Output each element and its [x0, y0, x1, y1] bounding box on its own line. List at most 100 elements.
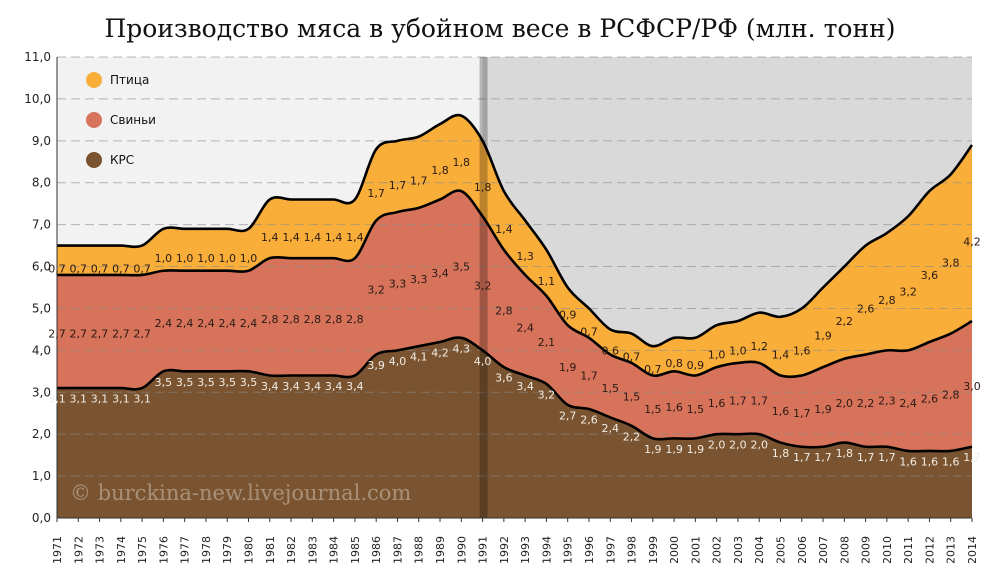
- x-tick-label: 1978: [200, 536, 213, 563]
- data-label: 0,6: [602, 344, 620, 357]
- data-label: 3,4: [325, 380, 343, 393]
- x-tick-label: 1977: [179, 536, 192, 563]
- data-label: 1,0: [218, 252, 236, 265]
- data-label: 3,5: [240, 376, 258, 389]
- data-label: 3,5: [155, 376, 173, 389]
- data-label: 1,2: [750, 340, 768, 353]
- data-label: 1,7: [857, 451, 875, 464]
- data-label: 2,3: [878, 395, 896, 408]
- shade-divider: [479, 57, 488, 518]
- data-label: 2,2: [623, 430, 641, 443]
- data-label: 2,4: [516, 321, 534, 334]
- y-tick-label: 7,0: [32, 218, 51, 232]
- data-label: 1,4: [346, 231, 364, 244]
- x-tick-label: 1995: [562, 536, 575, 563]
- x-tick-label: 1975: [136, 536, 149, 563]
- data-label: 3,4: [346, 380, 364, 393]
- data-label: 1,0: [176, 252, 194, 265]
- data-label: 1,1: [538, 275, 556, 288]
- data-label: 2,6: [857, 302, 875, 315]
- x-tick-label: 1979: [221, 536, 234, 563]
- legend-marker: [86, 112, 102, 128]
- data-label: 0,7: [112, 263, 130, 276]
- data-label: 2,7: [133, 328, 151, 341]
- data-label: 4,2: [963, 235, 981, 248]
- data-label: 1,5: [644, 403, 662, 416]
- data-label: 3,3: [410, 273, 428, 286]
- x-tick-label: 1999: [647, 536, 660, 563]
- data-label: 3,5: [176, 376, 194, 389]
- legend-label: Свиньи: [110, 113, 156, 127]
- data-label: 1,7: [878, 451, 896, 464]
- data-label: 3,9: [367, 359, 385, 372]
- data-label: 2,4: [197, 317, 215, 330]
- data-label: 1,7: [750, 395, 768, 408]
- data-label: 0,9: [687, 359, 705, 372]
- y-tick-label: 9,0: [32, 134, 51, 148]
- legend-marker: [86, 152, 102, 168]
- data-label: 1,6: [665, 401, 683, 414]
- data-label: 1,7: [814, 451, 832, 464]
- data-label: 1,9: [687, 443, 705, 456]
- x-tick-label: 1983: [306, 536, 319, 563]
- data-label: 0,7: [644, 363, 662, 376]
- data-label: 2,0: [708, 439, 726, 452]
- x-tick-label: 1982: [285, 536, 298, 563]
- data-label: 1,0: [708, 349, 726, 362]
- data-label: 3,1: [91, 393, 109, 406]
- data-label: 1,7: [580, 370, 598, 383]
- legend-marker: [86, 72, 102, 88]
- legend-label: КРС: [110, 153, 134, 167]
- data-label: 2,6: [921, 393, 939, 406]
- data-label: 3,1: [70, 393, 88, 406]
- data-label: 3,4: [304, 380, 322, 393]
- y-tick-label: 10,0: [24, 92, 51, 106]
- data-label: 0,7: [70, 263, 88, 276]
- x-tick-label: 1981: [264, 536, 277, 563]
- data-label: 2,0: [750, 439, 768, 452]
- data-label: 2,4: [899, 397, 917, 410]
- y-tick-label: 0,0: [32, 511, 51, 525]
- data-label: 3,4: [261, 380, 279, 393]
- data-label: 1,8: [772, 447, 790, 460]
- data-label: 2,7: [48, 328, 66, 341]
- data-label: 1,4: [304, 231, 322, 244]
- x-tick-label: 1992: [498, 536, 511, 563]
- data-label: 1,9: [814, 330, 832, 343]
- data-label: 1,5: [602, 382, 620, 395]
- data-label: 2,1: [538, 336, 556, 349]
- x-tick-label: 1973: [94, 536, 107, 563]
- x-tick-label: 1990: [455, 536, 468, 563]
- y-tick-label: 5,0: [32, 301, 51, 315]
- data-label: 2,2: [836, 315, 854, 328]
- data-label: 1,9: [559, 361, 577, 374]
- data-label: 2,6: [580, 414, 598, 427]
- data-label: 1,0: [197, 252, 215, 265]
- y-tick-label: 4,0: [32, 343, 51, 357]
- x-tick-label: 2003: [732, 536, 745, 563]
- data-label: 2,7: [112, 328, 130, 341]
- data-label: 2,8: [282, 313, 300, 326]
- data-label: 2,4: [602, 422, 620, 435]
- y-tick-label: 1,0: [32, 469, 51, 483]
- x-tick-label: 2011: [902, 536, 915, 563]
- data-label: 3,5: [453, 261, 471, 274]
- data-label: 1,7: [410, 175, 428, 188]
- data-label: 2,4: [240, 317, 258, 330]
- data-label: 3,4: [516, 380, 534, 393]
- data-label: 1,8: [836, 447, 854, 460]
- data-label: 1,7: [963, 451, 981, 464]
- x-tick-label: 1984: [328, 536, 341, 563]
- x-tick-label: 1987: [391, 536, 404, 563]
- data-label: 3,6: [921, 269, 939, 282]
- y-tick-label: 6,0: [32, 260, 51, 274]
- area-0: [57, 337, 972, 518]
- x-tick-label: 1988: [413, 536, 426, 563]
- x-tick-label: 1974: [115, 536, 128, 563]
- x-tick-label: 1985: [349, 536, 362, 563]
- data-label: 0,7: [133, 263, 151, 276]
- data-label: 1,7: [729, 395, 747, 408]
- data-label: 2,7: [91, 328, 109, 341]
- data-label: 1,8: [453, 156, 471, 169]
